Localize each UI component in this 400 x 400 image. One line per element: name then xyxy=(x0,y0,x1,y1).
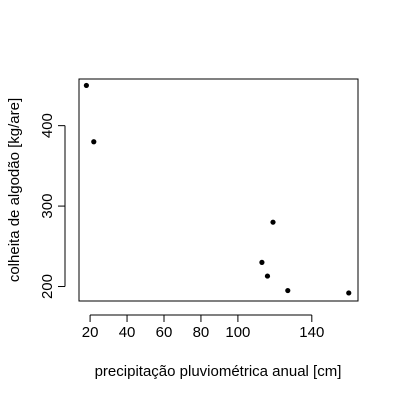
y-axis-ticks: 200 300 400 xyxy=(39,113,65,299)
data-point xyxy=(83,82,89,89)
data-point xyxy=(270,219,276,225)
x-tick-label: 60 xyxy=(156,324,173,341)
x-tick-label: 20 xyxy=(82,324,99,341)
x-axis-ticks: 20 40 60 80 100 140 xyxy=(82,315,324,341)
x-tick-label: 100 xyxy=(225,324,250,341)
x-axis-title: precipitação pluviométrica anual [cm] xyxy=(95,363,342,380)
y-axis-title: colheita de algodão [kg/are] xyxy=(6,98,23,282)
y-tick-label: 300 xyxy=(39,194,56,219)
data-point xyxy=(259,259,265,265)
data-point xyxy=(285,287,291,294)
data-point xyxy=(264,273,271,279)
y-tick-label: 200 xyxy=(39,274,56,299)
x-tick-label: 140 xyxy=(299,324,324,341)
x-tick-label: 40 xyxy=(119,324,136,341)
plot-frame xyxy=(78,78,359,302)
data-points xyxy=(83,82,352,296)
data-point xyxy=(346,290,352,296)
data-point xyxy=(91,139,97,145)
x-tick-label: 80 xyxy=(193,324,210,341)
y-tick-label: 400 xyxy=(39,113,56,138)
